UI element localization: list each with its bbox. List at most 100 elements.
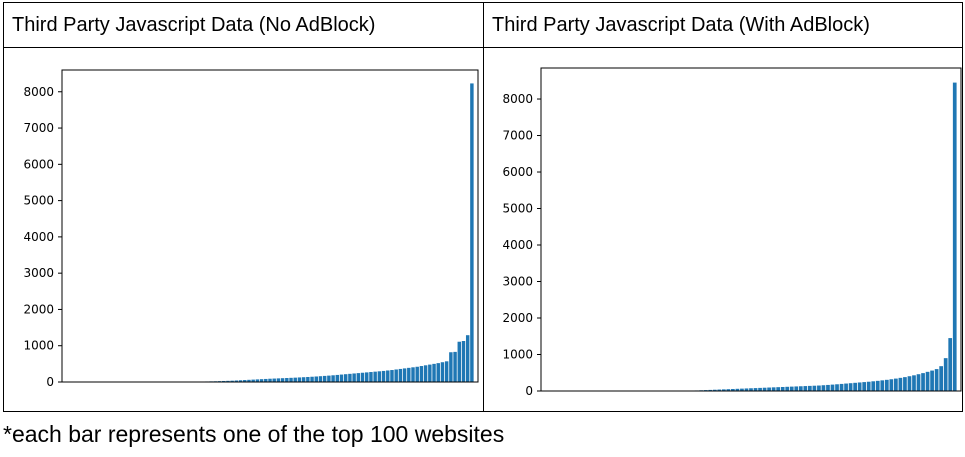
bar [339,374,344,382]
bar [875,380,880,391]
y-tick-label: 7000 [502,129,533,143]
bar [470,83,474,383]
bar [432,363,436,382]
bar [817,385,821,391]
bar [259,379,264,382]
bar [440,362,445,382]
bar [735,388,740,391]
bar [939,366,944,391]
bar [812,385,817,391]
bar [226,380,230,382]
bar [762,387,767,391]
bar [853,382,857,391]
y-tick-label: 0 [525,384,533,398]
bar [894,378,898,391]
plot-frame [540,67,962,392]
bar [251,379,255,382]
bar-chart-no-adblock: 0 1000 2000 3000 4000 5000 6000 7000 8000 [23,69,479,389]
y-tick-label: 3000 [23,266,54,280]
bar [465,335,470,382]
bar [297,377,302,382]
bar [907,376,912,391]
bar [839,383,844,391]
plot-frame [61,69,479,383]
bar [776,387,781,391]
bar [411,367,415,382]
bar [377,371,382,382]
bar [255,379,260,382]
chart-title-no-adblock: Third Party Javascript Data (No AdBlock) [4,3,483,48]
y-tick-label: 2000 [23,302,54,316]
bar [390,370,394,382]
bar [222,380,226,382]
bar [314,376,318,382]
bar [419,366,424,382]
bar [436,363,440,382]
bar-chart-with-adblock: 0 1000 2000 3000 4000 5000 6000 7000 8000 [502,67,962,398]
bar [880,380,885,391]
bar [285,378,289,382]
bar [394,369,398,382]
bar [821,385,826,391]
bar [331,375,335,382]
bar [721,389,726,391]
bar [352,373,356,382]
y-tick-label: 5000 [502,202,533,216]
bar [276,378,281,382]
bar [930,370,934,391]
bar [844,383,848,391]
bar [360,372,365,382]
bar [238,380,243,382]
bar [264,378,268,382]
chart-panel-no-adblock: Third Party Javascript Data (No AdBlock)… [4,3,483,411]
bar [948,338,953,391]
y-tick-label: 8000 [502,92,533,106]
chart-title-with-adblock: Third Party Javascript Data (With AdBloc… [484,3,962,48]
y-tick-label: 8000 [23,85,54,99]
bar [744,388,749,391]
y-tick-label: 2000 [502,311,533,325]
bar [921,373,925,391]
y-tick-label: 1000 [502,348,533,362]
y-tick-label: 4000 [23,230,54,244]
bar [301,377,306,382]
bar [943,358,948,391]
bar [803,386,808,391]
bar [740,388,744,391]
bar [758,387,762,391]
plot-with-adblock: 0 1000 2000 3000 4000 5000 6000 7000 8000 [484,48,962,411]
bar [912,375,916,391]
y-tick-label: 0 [46,375,54,389]
bar [848,383,853,391]
bar [857,382,862,391]
y-tick-label: 5000 [23,194,54,208]
bar [708,389,713,391]
bar [369,372,373,382]
bar [767,387,771,391]
bar [862,382,867,391]
bar [826,384,830,391]
charts-table: Third Party Javascript Data (No AdBlock)… [3,2,963,412]
bar [444,361,449,382]
bar [289,377,293,382]
bar [916,374,921,391]
bar [234,380,239,382]
bar [780,386,785,391]
bar [280,378,285,382]
bar [327,375,331,382]
bar [457,341,461,382]
bar [306,376,310,382]
bar [925,371,930,391]
y-tick-label: 6000 [23,157,54,171]
y-tick-label: 1000 [23,339,54,353]
bar [731,388,735,391]
bar [272,378,276,382]
bar [343,374,348,382]
bar [771,387,776,391]
bar [318,376,323,382]
bar [453,351,457,382]
bar [898,377,903,391]
bar [461,341,466,382]
bar [402,368,407,382]
bar [335,374,340,382]
